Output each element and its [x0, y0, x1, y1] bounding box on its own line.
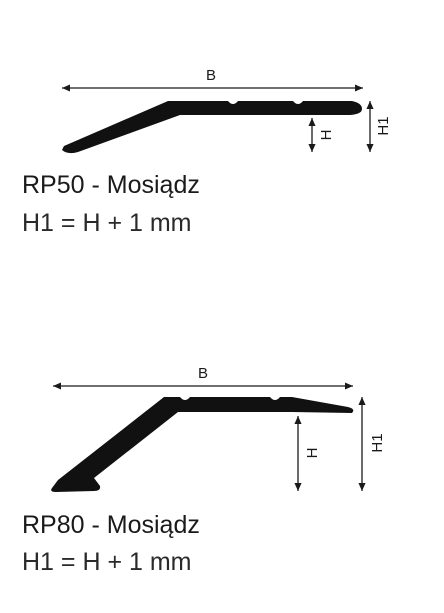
total-height-dimension-label: H1	[369, 433, 386, 452]
width-dimension-label: B	[198, 365, 208, 382]
profile-shape	[51, 397, 354, 492]
profile-formula: H1 = H + 1 mm	[22, 548, 192, 576]
profile-title: RP50 - Mosiądz	[22, 171, 200, 199]
total-height-dimension-label: H1	[375, 116, 392, 135]
profile-rp80: B H H1 RP80 - Mosiądz H1 = H + 1 mm	[0, 340, 444, 613]
width-dimension-label: B	[206, 67, 216, 84]
profile-rp80-drawing: B H H1	[51, 365, 386, 492]
height-dimension-label: H	[304, 448, 321, 459]
profile-title: RP80 - Mosiądz	[22, 511, 200, 539]
height-dimension-label: H	[318, 130, 335, 141]
profile-rp50-drawing: B H H1	[62, 67, 392, 154]
profile-shape	[62, 101, 362, 154]
profile-rp50: B H H1 RP50 - Mosiądz H1 = H + 1 mm	[0, 0, 444, 300]
profile-formula: H1 = H + 1 mm	[22, 209, 192, 237]
